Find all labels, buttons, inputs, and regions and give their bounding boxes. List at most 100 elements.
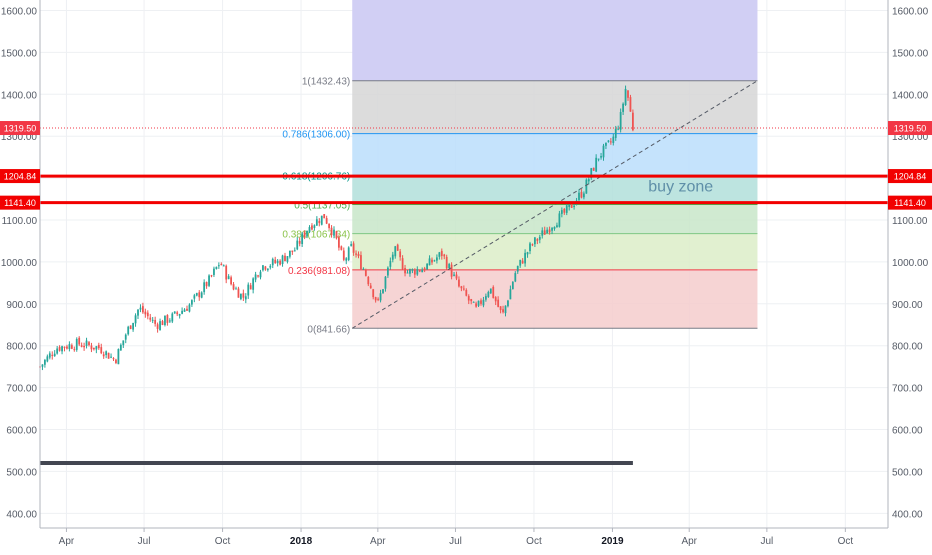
candle-body xyxy=(560,210,563,214)
candle-body xyxy=(374,297,377,301)
candle-body xyxy=(570,203,573,208)
candle-body xyxy=(391,254,394,260)
candle-body xyxy=(75,338,78,350)
candle-body xyxy=(198,292,201,298)
candle-body xyxy=(240,293,242,300)
candle-body xyxy=(477,300,480,306)
candle-body xyxy=(44,359,46,365)
candle-body xyxy=(431,259,433,263)
current-price-badge-right: 1319.50 xyxy=(894,124,927,134)
candle-body xyxy=(193,295,196,299)
candle-body xyxy=(289,250,291,257)
candle-body xyxy=(519,259,522,266)
fib-level-label: 0.236(981.08) xyxy=(288,266,350,277)
candle-body xyxy=(254,274,257,280)
candle-body xyxy=(472,301,475,303)
candle-body xyxy=(151,319,154,321)
candle-body xyxy=(291,250,294,252)
candle-body xyxy=(110,356,112,358)
candle-body xyxy=(303,232,306,237)
candle-body xyxy=(286,256,289,262)
candle-body xyxy=(377,298,379,300)
candle-body xyxy=(401,258,404,270)
candle-body xyxy=(511,281,514,290)
y-tick-label-left: 500.00 xyxy=(6,467,37,478)
candle-body xyxy=(51,354,54,356)
candle-body xyxy=(83,345,85,348)
candle-body xyxy=(164,315,166,325)
candle-body xyxy=(210,275,213,277)
candle-body xyxy=(217,265,220,267)
candle-body xyxy=(458,279,460,287)
candle-body xyxy=(585,179,588,194)
candle-body xyxy=(595,157,598,172)
candle-body xyxy=(293,250,296,252)
candle-body xyxy=(526,252,529,255)
candle-body xyxy=(355,253,357,255)
fib-retracement[interactable]: 1(1432.43)0.786(1306.00)0.618(1206.76)0.… xyxy=(282,0,758,335)
fib-zone xyxy=(352,175,758,205)
drawn-lines[interactable]: buy zone xyxy=(0,80,932,466)
candle-body xyxy=(482,299,485,306)
candle-body xyxy=(122,340,125,346)
candle-body xyxy=(262,265,264,271)
candle-body xyxy=(389,260,392,267)
level-price-badge-bg-right xyxy=(888,169,932,184)
candle-body xyxy=(553,226,556,229)
candle-body xyxy=(602,145,605,158)
candle-body xyxy=(399,251,402,258)
candle-body xyxy=(465,289,468,296)
candle-body xyxy=(411,269,414,271)
candle-body xyxy=(48,353,51,358)
candle-body xyxy=(551,227,553,231)
candle-body xyxy=(590,168,593,179)
level-price-badge-bg-right xyxy=(888,195,932,210)
candle-body xyxy=(592,167,595,171)
level-price-badge-bg-left xyxy=(0,195,40,210)
candle-body xyxy=(357,253,360,257)
y-tick-label-left: 600.00 xyxy=(6,426,37,437)
y-tick-label-right: 1600.00 xyxy=(892,6,929,17)
candle-body xyxy=(421,269,424,273)
candle-body xyxy=(583,193,585,198)
candle-body xyxy=(543,230,546,235)
candle-body xyxy=(629,97,632,112)
candle-body xyxy=(580,191,583,198)
candle-body xyxy=(119,344,122,351)
candle-body xyxy=(97,344,100,349)
x-tick-label: 2019 xyxy=(601,536,624,547)
candle-body xyxy=(178,314,181,316)
y-tick-label-left: 1000.00 xyxy=(1,258,38,269)
candle-body xyxy=(404,267,406,274)
candle-body xyxy=(237,288,240,298)
candle-body xyxy=(264,266,267,270)
y-tick-label-left: 900.00 xyxy=(6,300,37,311)
candle-body xyxy=(573,205,575,207)
candle-body xyxy=(269,265,272,268)
candle-body xyxy=(222,265,225,267)
x-tick-label: Apr xyxy=(59,536,75,547)
candle-body xyxy=(63,346,66,348)
candle-body xyxy=(232,284,235,290)
candle-body xyxy=(323,214,326,219)
fib-zone xyxy=(352,80,758,134)
candle-body xyxy=(129,325,132,329)
candle-body xyxy=(605,142,607,146)
candle-body xyxy=(257,275,259,277)
current-price-badge-bg-right xyxy=(888,121,932,136)
candle-body xyxy=(460,286,463,289)
fib-level-label: 0.5(1137.05) xyxy=(294,200,350,211)
candle-body xyxy=(183,309,186,312)
candle-body xyxy=(360,255,362,269)
candle-body xyxy=(563,208,566,213)
candle-body xyxy=(507,300,509,307)
level-price-badge-right: 1204.84 xyxy=(894,172,927,182)
candle-body xyxy=(188,304,191,312)
y-tick-label-right: 1400.00 xyxy=(892,90,929,101)
candle-body xyxy=(450,264,453,277)
candle-body xyxy=(362,268,365,270)
candle-body xyxy=(338,237,340,248)
candle-body xyxy=(46,356,49,362)
y-tick-label-right: 700.00 xyxy=(892,384,923,395)
